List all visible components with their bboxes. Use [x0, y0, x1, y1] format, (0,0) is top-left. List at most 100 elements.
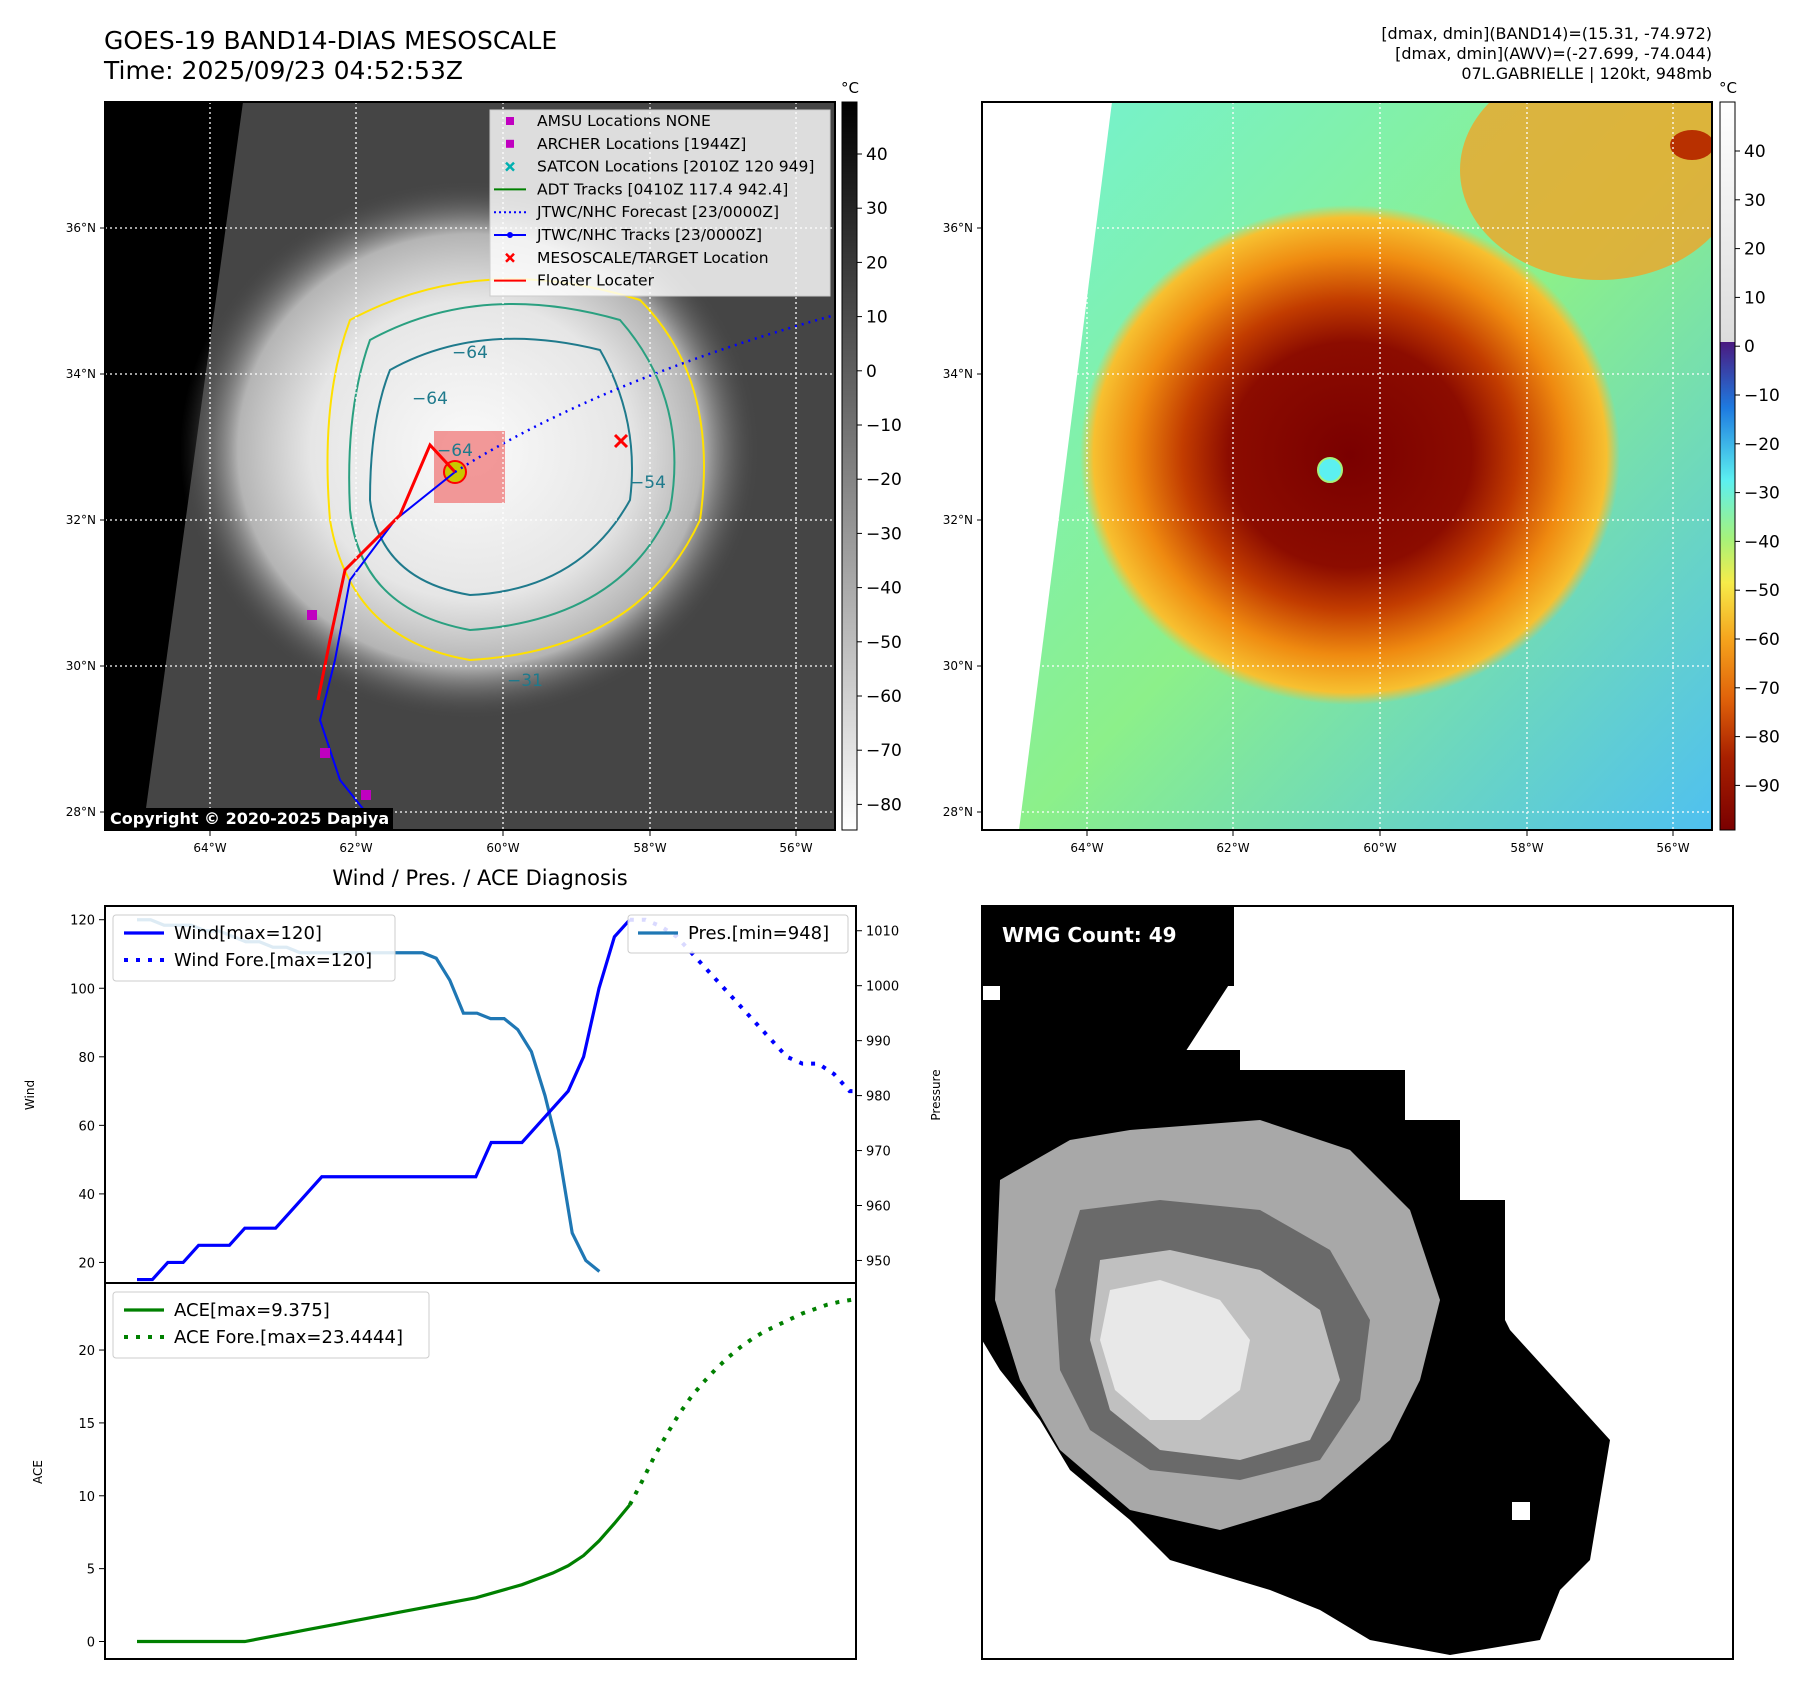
ir-contour-teal	[348, 303, 676, 632]
awv-colorbar-label: 20	[1744, 240, 1766, 260]
ir-contour-label: −31	[507, 671, 543, 691]
ace-legend: ACE[max=9.375] ACE Fore.[max=23.4444]	[112, 1291, 430, 1359]
pressure-y-tick-label: 980	[866, 1090, 891, 1105]
ace-y-tick-label: 10	[78, 1490, 95, 1505]
awv-eye	[1317, 457, 1343, 483]
awv-storm-cloud	[1080, 205, 1620, 705]
diagnosis-title: Wind / Pres. / ACE Diagnosis	[332, 866, 627, 890]
pressure-legend-box	[627, 914, 849, 954]
pressure-y-tick-label: 970	[866, 1145, 891, 1160]
awv-colorbar-label: 30	[1744, 191, 1766, 211]
legend-label: Floater Locater	[537, 272, 655, 290]
awv-cloud-patch	[1670, 130, 1712, 160]
ace-series	[137, 1503, 632, 1644]
ir-archer-marker	[361, 790, 371, 800]
wind-y-tick-label: 100	[70, 982, 95, 997]
ir-archer-marker	[307, 610, 317, 620]
legend-label: JTWC/NHC Forecast [23/0000Z]	[536, 203, 779, 221]
legend-swatch	[506, 117, 514, 125]
pressure-y-tick-label: 960	[866, 1200, 891, 1215]
wind-series	[137, 918, 631, 1282]
y-tick-label: 30°N	[943, 659, 973, 673]
wind-axis-label: Wind	[23, 1080, 37, 1110]
ir-colorbar-label: 10	[866, 308, 888, 328]
x-tick-label: 60°W	[486, 841, 519, 855]
wind-forecast-legend-label: Wind Fore.[max=120]	[174, 950, 372, 971]
y-tick-label: 34°N	[943, 367, 973, 381]
pressure-legend-label: Pres.[min=948]	[688, 923, 829, 944]
legend-label: JTWC/NHC Tracks [23/0000Z]	[536, 226, 762, 244]
x-tick-label: 56°W	[779, 841, 812, 855]
ir-no-data-region	[105, 102, 243, 830]
ir-contour-label: −54	[630, 473, 666, 493]
ir-colorbar-label: 40	[866, 145, 888, 165]
ir-colorbar-label: −30	[866, 524, 902, 544]
awv-colorbar-label: 40	[1744, 142, 1766, 162]
awv-colorbar-label: 10	[1744, 288, 1766, 308]
awv-cloud-patch	[1460, 102, 1712, 280]
awv-colorbar-label: −70	[1744, 679, 1780, 699]
legend-swatch-dot	[507, 232, 513, 238]
ir-legend-box	[489, 109, 831, 297]
pressure-legend: Pres.[min=948]	[627, 914, 849, 954]
ir-colorbar-unit: °C	[841, 79, 859, 97]
x-tick-label: 58°W	[633, 841, 666, 855]
pressure-y-tick-label: 1000	[866, 980, 899, 995]
ir-map-panel: 64°W 62°W 60°W 58°W 56°W 36°N 34°N 32°N 30°N 28°N…	[66, 79, 902, 855]
ace-chart: 20 15 10 5 0 ACE ACE[max=9.375] ACE Fore.[ma…	[31, 1282, 857, 1660]
wmg-core	[1100, 1280, 1250, 1420]
ir-archer-marker	[320, 748, 330, 758]
legend-label: ADT Tracks [0410Z 117.4 942.4]	[537, 180, 788, 198]
wind-legend-box	[112, 914, 396, 982]
awv-map-frame	[981, 101, 1713, 831]
ir-contour-inner	[368, 337, 633, 597]
ir-contour-label: −64	[412, 389, 448, 409]
ir-target-marker	[613, 433, 629, 449]
pressure-axis-label: Pressure	[929, 1069, 943, 1120]
y-tick-label: 36°N	[943, 221, 973, 235]
legend-label: ARCHER Locations [1944Z]	[537, 135, 746, 153]
wmg-pixel	[1512, 1502, 1530, 1520]
awv-colorbar-label: −10	[1744, 386, 1780, 406]
pressure-y-tick-label: 950	[866, 1254, 891, 1269]
wmg-panel	[981, 905, 1734, 1660]
y-tick-label: 28°N	[66, 805, 96, 819]
figure-title: GOES-19 BAND14-DIAS MESOSCALE	[104, 26, 558, 55]
ace-legend-label: ACE[max=9.375]	[174, 1300, 330, 1321]
awv-colorbar-unit: °C	[1719, 79, 1737, 97]
legend-label: AMSU Locations NONE	[537, 112, 711, 130]
y-tick-label: 32°N	[943, 513, 973, 527]
ir-colorbar-label: −80	[866, 795, 902, 815]
ir-contour-label: −64	[437, 441, 473, 461]
wind-pressure-chart: Wind / Pres. / ACE Diagnosis 120 100 80 60 4…	[23, 866, 943, 1284]
awv-gridlines	[982, 102, 1712, 830]
x-tick-label: 56°W	[1656, 841, 1689, 855]
awv-colorbar-label: −40	[1744, 532, 1780, 552]
wind-y-tick-label: 120	[70, 914, 95, 929]
wmg-count-label: WMG Count: 49	[994, 920, 1185, 950]
x-tick-label: 58°W	[1510, 841, 1543, 855]
ir-colorbar-label: −20	[866, 470, 902, 490]
legend-label: SATCON Locations [2010Z 120 949]	[537, 158, 814, 176]
ir-colorbar-label: 20	[866, 253, 888, 273]
wmg-frame	[981, 905, 1734, 1660]
legend-label: MESOSCALE/TARGET Location	[537, 249, 769, 267]
wind-y-tick-label: 60	[78, 1119, 95, 1134]
ir-colorbar-label: 30	[866, 199, 888, 219]
awv-colorbar-label: −50	[1744, 581, 1780, 601]
copyright-label: Copyright © 2020-2025 Dapiya	[106, 808, 394, 829]
stats-band14: [dmax, dmin](BAND14)=(15.31, -74.972)	[1381, 24, 1712, 43]
ace-y-tick-label: 15	[78, 1417, 95, 1432]
y-tick-label: 32°N	[66, 513, 96, 527]
ir-colorbar	[841, 101, 858, 831]
x-tick-label: 64°W	[1070, 841, 1103, 855]
ir-map-frame	[104, 101, 836, 831]
awv-colorbar-label: 0	[1744, 337, 1755, 357]
ir-colorbar-label: −50	[866, 633, 902, 653]
figure-time: Time: 2025/09/23 04:52:53Z	[104, 56, 463, 85]
legend-swatch	[505, 161, 515, 172]
stats-awv: [dmax, dmin](AWV)=(-27.699, -74.044)	[1395, 44, 1712, 63]
ace-forecast-legend-label: ACE Fore.[max=23.4444]	[174, 1327, 403, 1348]
awv-colorbar-label: −60	[1744, 630, 1780, 650]
pressure-y-tick-label: 990	[866, 1035, 891, 1050]
